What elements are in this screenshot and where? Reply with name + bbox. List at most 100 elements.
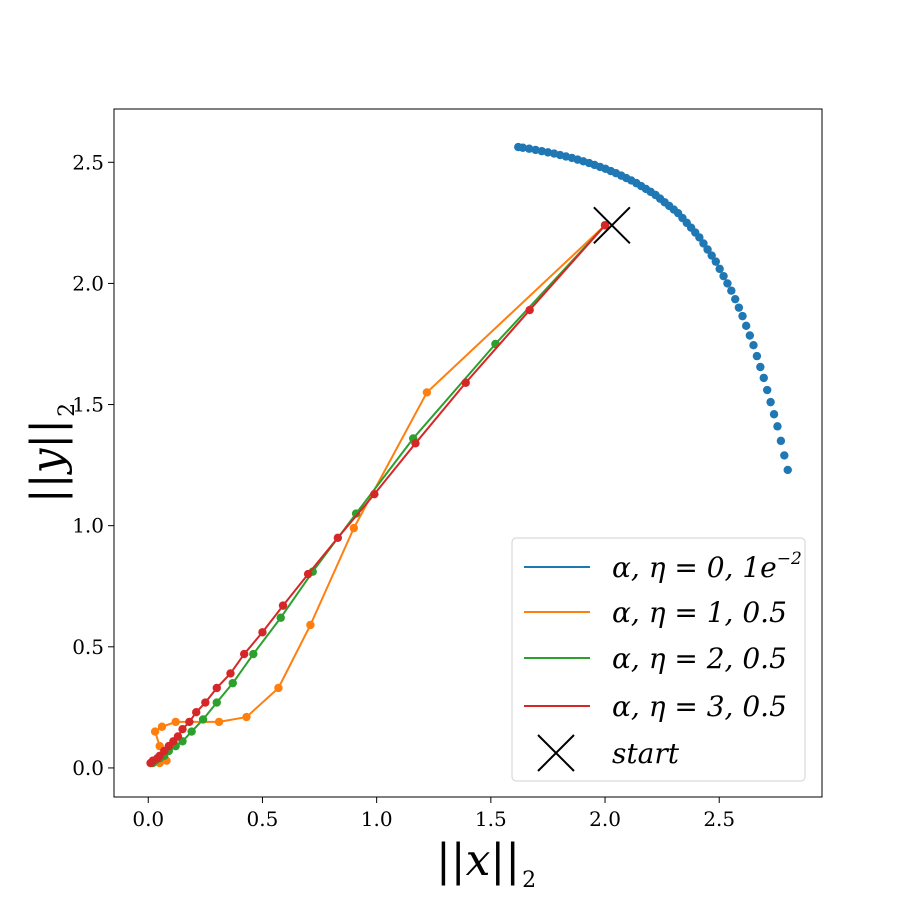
data-point <box>274 683 283 693</box>
data-point <box>198 715 208 724</box>
legend-label: α, η = 2, 0.5 <box>612 642 787 675</box>
data-point <box>150 727 160 736</box>
data-point <box>239 649 249 659</box>
data-point <box>773 422 782 431</box>
legend-label-main: α, η = 3, 0.5 <box>612 690 787 723</box>
data-point <box>249 649 258 659</box>
x-axis-label-subscript: 2 <box>522 868 536 893</box>
data-point <box>187 727 196 736</box>
x-tick-label: 2.0 <box>589 807 621 831</box>
legend-start-swatch <box>537 734 575 772</box>
data-point <box>242 712 251 722</box>
data-point <box>707 251 716 260</box>
x-tick-label: 1.0 <box>361 807 393 831</box>
x-axis-label: ||x||2 <box>436 835 536 893</box>
data-point <box>146 758 155 768</box>
data-point <box>228 678 237 688</box>
data-point <box>333 533 343 542</box>
data-point <box>769 410 779 419</box>
legend: α, η = 0, 1e−2 α, η = 1, 0.5 α, η = 2, 0.5… <box>511 537 806 782</box>
data-point <box>525 305 534 315</box>
legend-box <box>511 537 806 782</box>
y-tick-label: 1.5 <box>72 393 104 417</box>
data-point <box>411 439 420 448</box>
data-point <box>759 373 768 383</box>
legend-label: α, η = 3, 0.5 <box>612 690 787 723</box>
legend-label-superscript: −2 <box>777 549 802 569</box>
legend-label-main: α, η = 1, 0.5 <box>612 596 787 629</box>
svg-text:||x||2: ||x||2 <box>436 835 536 893</box>
x-axis-ticks: 0.0 0.5 1.0 1.5 2.0 2.5 <box>132 797 735 831</box>
data-point <box>192 708 201 717</box>
data-point <box>699 239 708 248</box>
data-point <box>745 331 755 340</box>
y-tick-label: 1.0 <box>72 514 104 538</box>
data-point <box>214 717 224 727</box>
data-point <box>226 669 235 678</box>
svg-text:||y||2: ||y|| 2 <box>22 403 80 503</box>
data-point <box>461 378 470 387</box>
data-point <box>157 722 167 731</box>
data-point <box>306 620 315 630</box>
data-point <box>776 436 786 446</box>
x-tick-label: 0.5 <box>247 807 279 831</box>
data-point <box>734 303 744 312</box>
data-point <box>731 294 740 304</box>
data-point <box>212 698 221 707</box>
y-axis-label-text: ||y|| <box>22 419 73 503</box>
legend-label: α, η = 0, 1e−2 <box>612 549 802 584</box>
data-point <box>212 683 221 693</box>
data-point <box>349 523 359 533</box>
y-axis-label: ||y|| 2 <box>22 403 80 503</box>
data-point <box>422 388 432 397</box>
x-tick-label: 0.0 <box>132 807 164 831</box>
data-point <box>723 279 732 288</box>
y-tick-label: 0.0 <box>72 756 104 780</box>
data-point <box>171 717 180 727</box>
data-point <box>711 257 720 266</box>
data-point <box>278 601 288 610</box>
y-tick-label: 2.0 <box>72 271 104 295</box>
data-point <box>727 286 736 295</box>
data-point <box>185 717 194 727</box>
data-point <box>783 465 792 475</box>
data-point <box>738 311 747 321</box>
data-point <box>766 397 775 407</box>
data-point <box>276 613 285 622</box>
series-0 <box>514 142 792 475</box>
data-point <box>762 385 772 395</box>
data-point <box>756 362 765 372</box>
data-point <box>741 321 751 331</box>
data-point <box>703 245 712 254</box>
data-point <box>370 489 379 499</box>
data-point <box>178 724 187 734</box>
y-axis-ticks: 0.0 0.5 1.0 1.5 2.0 2.5 <box>72 150 114 780</box>
data-layer <box>146 142 792 768</box>
data-point <box>531 145 540 155</box>
data-point <box>715 264 724 274</box>
y-axis-label-subscript: 2 <box>55 403 80 417</box>
y-tick-label: 2.5 <box>72 150 104 174</box>
legend-label-main: α, η = 2, 0.5 <box>612 642 787 675</box>
x-axis-label-text: ||x|| <box>436 835 520 886</box>
series-3 <box>146 221 610 768</box>
data-point <box>303 569 313 579</box>
data-point <box>351 509 361 518</box>
legend-label: α, η = 1, 0.5 <box>612 596 787 629</box>
data-point <box>525 144 534 153</box>
x-tick-label: 2.5 <box>703 807 735 831</box>
data-point <box>258 628 267 637</box>
data-point <box>514 142 523 152</box>
data-point <box>780 451 789 460</box>
data-point <box>749 340 758 350</box>
data-point <box>719 271 728 281</box>
data-point <box>752 351 762 361</box>
legend-label-main: α, η = 0, 1e <box>612 551 777 584</box>
y-tick-label: 0.5 <box>72 635 104 659</box>
start-marker <box>593 206 631 244</box>
data-point <box>600 221 610 230</box>
x-tick-label: 1.5 <box>475 807 507 831</box>
start-marker-stroke <box>593 206 631 244</box>
legend-label-start: start <box>612 737 680 770</box>
